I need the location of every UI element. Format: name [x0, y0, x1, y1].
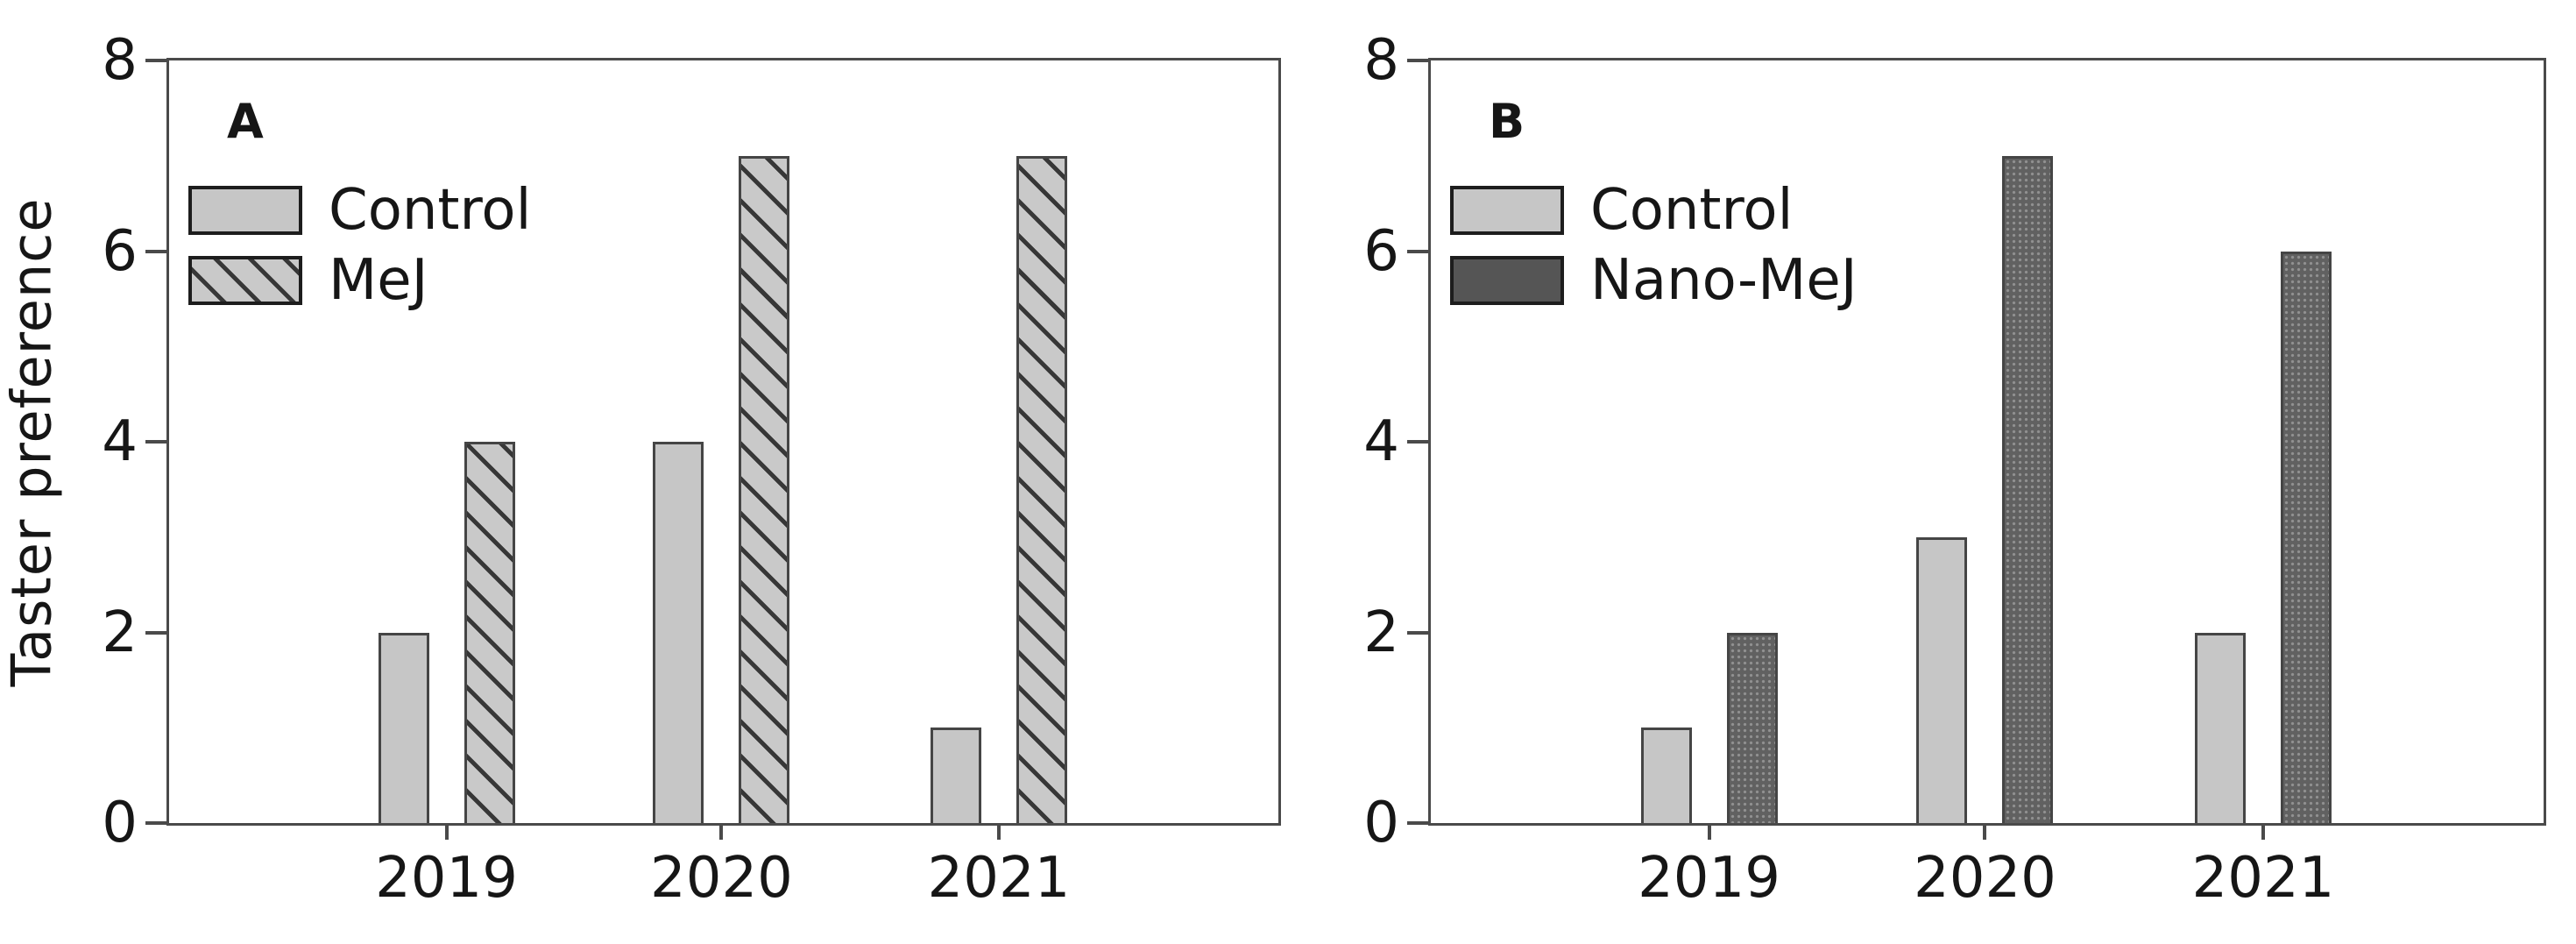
bar-nano-mej-2021: [2280, 251, 2332, 823]
legend-row: Control: [1450, 181, 1858, 239]
x-category-label: 2019: [375, 846, 518, 911]
y-tick-label: 2: [102, 600, 138, 665]
bar-control-2019: [378, 632, 429, 823]
legend-row: MeJ: [188, 252, 531, 309]
y-tick-mark: [1407, 821, 1428, 825]
bar-mej-2020: [739, 155, 790, 823]
y-tick-mark: [1407, 249, 1428, 253]
bar-control-2020: [653, 442, 704, 823]
legend-swatch-control: [1450, 186, 1564, 235]
y-tick-label: 4: [102, 409, 138, 474]
legend-label-nano-mej: Nano-MeJ: [1590, 248, 1858, 313]
bar-nano-mej-2020: [2002, 155, 2054, 823]
y-tick-label: 0: [102, 791, 138, 855]
x-category-label: 2020: [1914, 846, 2056, 911]
y-tick-label: 2: [1363, 600, 1399, 665]
y-tick-mark: [145, 821, 166, 825]
y-tick-label: 4: [1363, 409, 1399, 474]
panel-letter-b: B: [1489, 94, 1525, 149]
bar-control-2019: [1640, 728, 1692, 823]
plot-area-b: B Control Nano-MeJ 8 6 4 2 0 2019 2020 2021: [1363, 28, 2546, 911]
x-tick-mark: [996, 826, 1001, 840]
legend-swatch-nano-mej: [1450, 256, 1564, 305]
legend-swatch-control: [188, 186, 302, 235]
y-tick-mark: [145, 630, 166, 635]
x-tick-mark: [2261, 826, 2265, 840]
x-category-label: 2020: [650, 846, 793, 911]
y-tick-label: 6: [1363, 218, 1399, 284]
bar-control-2020: [1916, 536, 1968, 823]
x-tick-mark: [719, 826, 724, 840]
bar-mej-2019: [464, 442, 515, 823]
legend-row: Control: [188, 181, 531, 239]
x-tick-mark: [1983, 826, 1987, 840]
y-tick-mark: [1407, 440, 1428, 444]
x-category-label: 2019: [1638, 846, 1780, 911]
y-tick-mark: [1407, 630, 1428, 635]
bar-nano-mej-2019: [1726, 632, 1778, 823]
legend-label-mej: MeJ: [329, 248, 428, 313]
x-tick-mark: [1707, 826, 1711, 840]
bar-control-2021: [2194, 632, 2246, 823]
legend-label-control: Control: [1590, 178, 1794, 243]
y-tick-label: 8: [1363, 28, 1399, 93]
y-tick-label: 6: [102, 218, 138, 284]
legend-label-control: Control: [329, 178, 532, 243]
y-tick-mark: [145, 59, 166, 62]
bar-mej-2021: [1016, 155, 1067, 823]
panel-letter-a: A: [227, 94, 264, 149]
legend-row: Nano-MeJ: [1450, 252, 1858, 309]
y-tick-mark: [145, 249, 166, 253]
legend-b: Control Nano-MeJ: [1450, 181, 1858, 309]
y-tick-label: 8: [102, 28, 138, 93]
x-category-label: 2021: [2191, 846, 2335, 911]
legend-a: Control MeJ: [188, 181, 531, 309]
y-tick-mark: [145, 440, 166, 444]
y-tick-mark: [1407, 59, 1428, 62]
panel-b: B Control Nano-MeJ 8 6 4 2 0 2019 2020 2021: [1288, 0, 2576, 944]
y-tick-label: 0: [1363, 791, 1399, 855]
plot-area-a: A Control MeJ 8 6 4 2 0 2019 2020 2021: [102, 28, 1281, 911]
bar-control-2021: [930, 728, 981, 823]
panel-a: Taster preference A Control MeJ 8 6 4 2 0 2019…: [0, 28, 1281, 911]
x-tick-mark: [444, 826, 449, 840]
legend-swatch-mej: [188, 256, 302, 305]
x-category-label: 2021: [927, 846, 1071, 911]
